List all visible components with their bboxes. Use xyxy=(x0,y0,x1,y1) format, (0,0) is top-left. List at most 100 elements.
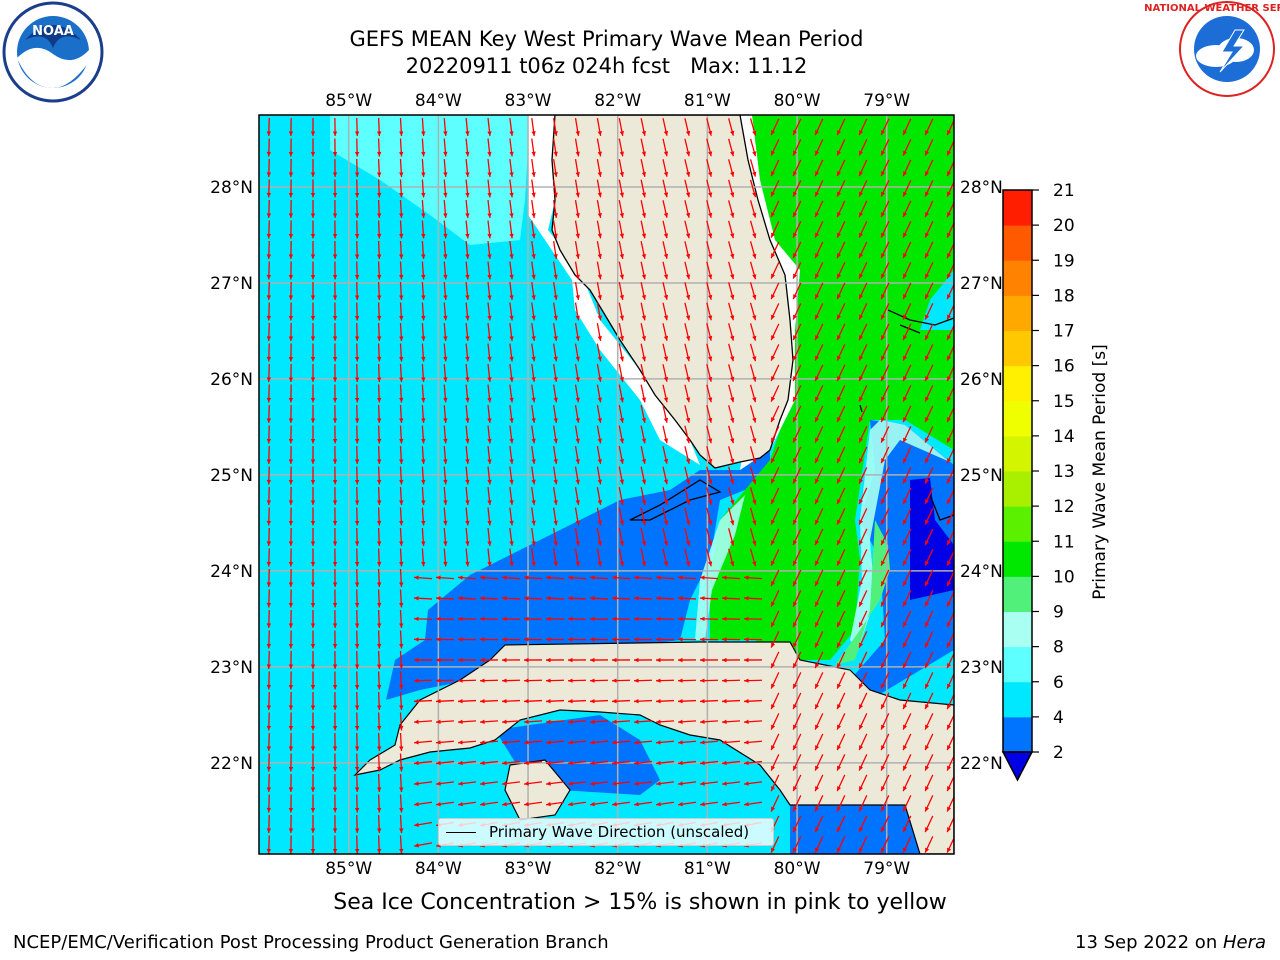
wave-arrow xyxy=(770,282,780,300)
wave-arrow xyxy=(266,527,272,547)
wave-arrow xyxy=(354,445,360,465)
wave-arrow xyxy=(814,118,824,136)
wave-arrow xyxy=(743,740,763,745)
wave-arrow xyxy=(836,508,846,525)
wave-arrow xyxy=(814,139,824,156)
wave-arrow xyxy=(465,548,470,567)
wave-arrow xyxy=(749,220,757,239)
wave-arrow xyxy=(288,343,294,362)
wave-arrow xyxy=(699,637,719,642)
wave-arrow xyxy=(443,507,448,526)
wave-arrow xyxy=(902,446,912,464)
wave-arrow xyxy=(814,344,824,361)
wave-arrow xyxy=(596,159,602,177)
wave-arrow xyxy=(880,733,890,751)
wave-arrow xyxy=(332,630,338,649)
wave-arrow xyxy=(479,719,499,724)
lon-label-bottom: 79°W xyxy=(863,859,910,879)
wave-arrow xyxy=(924,713,934,730)
wave-arrow xyxy=(574,302,580,321)
wave-arrow xyxy=(310,281,316,301)
wave-arrow xyxy=(553,220,558,239)
wave-arrow xyxy=(662,548,669,567)
wave-arrow xyxy=(310,425,316,444)
wave-arrow xyxy=(858,467,868,484)
wave-arrow xyxy=(792,467,802,484)
wave-arrow xyxy=(618,364,624,382)
wave-arrow xyxy=(443,363,448,383)
wave-arrow xyxy=(509,281,514,301)
wave-arrow xyxy=(487,384,492,403)
wave-arrow xyxy=(662,364,669,382)
wave-arrow xyxy=(436,801,454,807)
wave-arrow xyxy=(465,220,470,239)
wave-arrow xyxy=(770,610,780,628)
wave-arrow xyxy=(266,650,272,670)
wave-arrow xyxy=(310,158,316,178)
wave-arrow xyxy=(792,118,802,136)
wave-arrow xyxy=(574,548,580,567)
wave-arrow xyxy=(531,343,536,362)
colorbar-tick-label: 10 xyxy=(1053,567,1075,587)
wave-arrow xyxy=(902,733,912,751)
wave-arrow xyxy=(792,405,802,423)
wave-arrow xyxy=(553,200,558,218)
wave-arrow xyxy=(553,343,558,362)
wave-arrow xyxy=(902,508,912,525)
wave-arrow xyxy=(699,719,719,724)
wave-arrow xyxy=(354,384,360,403)
wave-arrow xyxy=(655,781,675,786)
wave-arrow xyxy=(435,637,455,642)
wave-arrow xyxy=(749,118,757,136)
wave-arrow xyxy=(814,200,824,218)
wave-arrow xyxy=(618,118,624,136)
wave-arrow xyxy=(770,241,780,259)
wave-arrow xyxy=(509,445,514,465)
wave-arrow xyxy=(399,507,404,526)
wave-arrow xyxy=(509,384,514,403)
wave-arrow xyxy=(399,343,404,362)
wave-arrow xyxy=(501,740,521,745)
wave-arrow xyxy=(640,548,647,567)
wave-arrow xyxy=(792,344,802,361)
wave-arrow xyxy=(509,548,514,567)
wave-arrow xyxy=(574,405,580,423)
wave-arrow xyxy=(531,117,536,137)
wave-arrow xyxy=(553,282,558,300)
wave-arrow xyxy=(836,344,846,361)
lat-label-right: 24°N xyxy=(960,562,1003,582)
wave-arrow xyxy=(902,323,912,341)
wave-arrow xyxy=(858,713,868,730)
wave-arrow xyxy=(858,303,868,320)
wave-arrow xyxy=(640,425,647,444)
wave-arrow xyxy=(706,282,713,300)
wave-arrow xyxy=(501,781,521,786)
wave-arrow xyxy=(377,281,382,301)
wave-arrow xyxy=(792,733,802,751)
wave-arrow xyxy=(792,487,802,505)
wave-arrow xyxy=(924,118,934,136)
wave-arrow xyxy=(553,302,558,321)
wave-arrow xyxy=(618,466,624,485)
wave-arrow xyxy=(509,466,514,485)
wave-arrow xyxy=(902,221,912,238)
wave-arrow xyxy=(531,548,536,567)
wave-arrow xyxy=(684,507,691,526)
wave-arrow xyxy=(266,158,272,178)
wave-arrow xyxy=(924,651,934,669)
wave-arrow xyxy=(589,637,609,642)
wave-arrow xyxy=(487,404,492,424)
lon-label-bottom: 82°W xyxy=(594,859,641,879)
wave-arrow xyxy=(531,302,536,321)
wave-arrow xyxy=(728,220,735,239)
wave-arrow xyxy=(743,575,763,580)
colorbar-segment xyxy=(1003,295,1032,331)
wave-arrow xyxy=(531,281,536,301)
wave-arrow xyxy=(858,590,868,607)
wave-arrow xyxy=(858,426,868,443)
wave-arrow xyxy=(589,575,609,580)
wave-arrow xyxy=(924,836,934,853)
wave-arrow xyxy=(531,466,536,485)
wave-arrow xyxy=(792,651,802,669)
wave-arrow xyxy=(858,569,868,587)
